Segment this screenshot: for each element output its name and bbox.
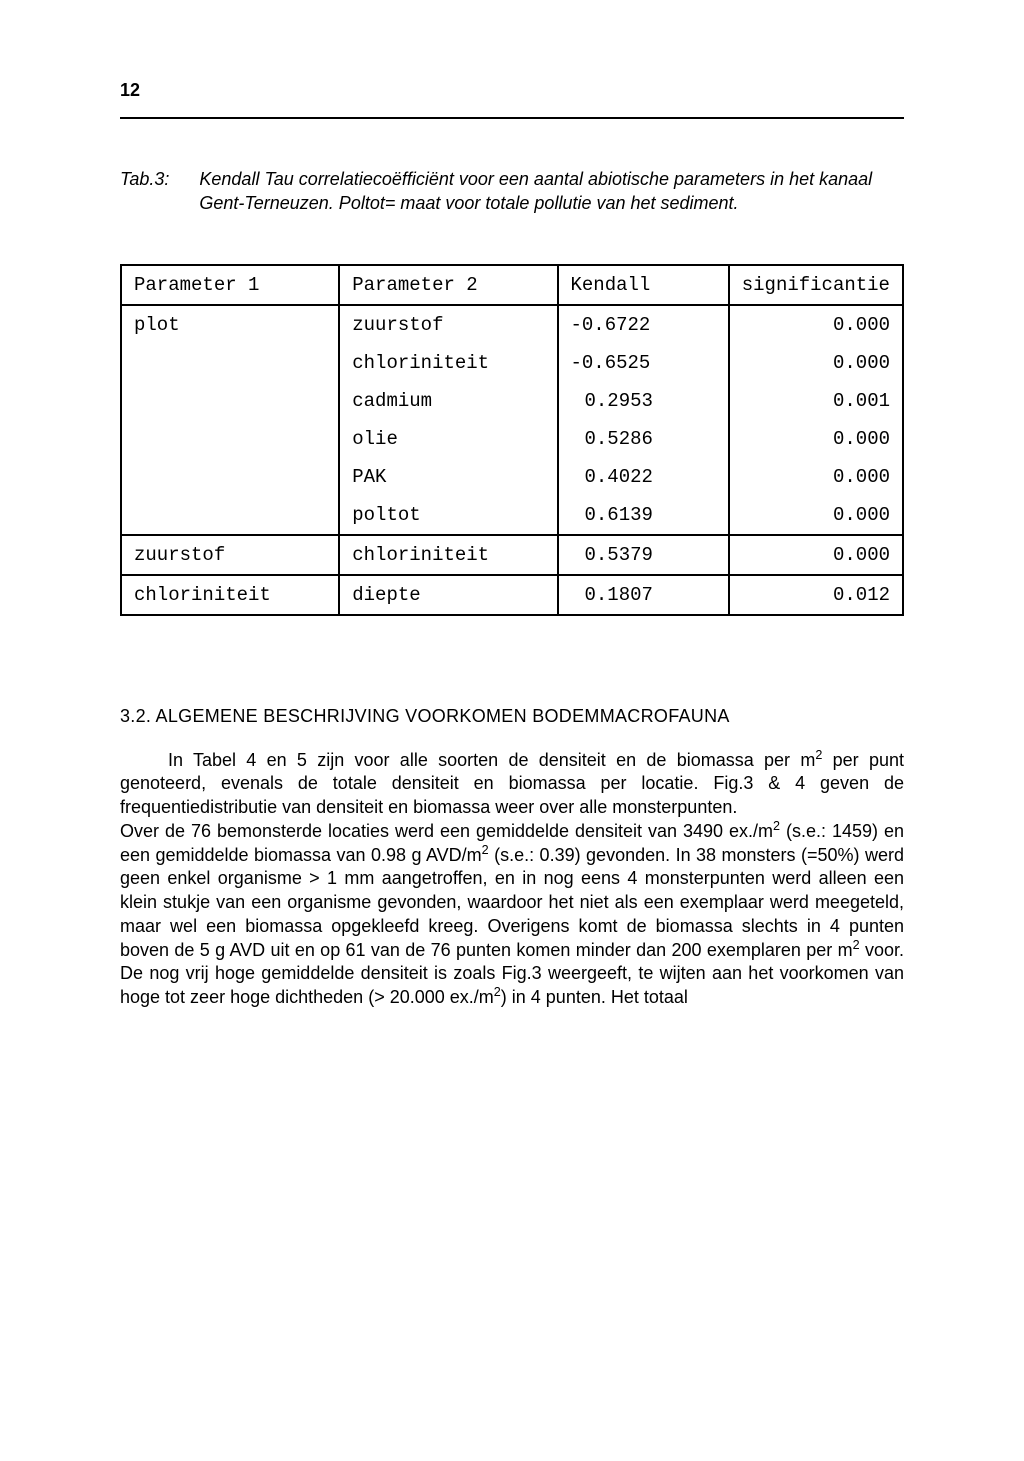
cell-sig: 0.000 xyxy=(729,344,903,382)
cell-param2: zuurstof xyxy=(339,305,557,344)
cell-kendall: 0.4022 xyxy=(558,458,729,496)
cell-kendall: 0.2953 xyxy=(558,382,729,420)
cell-param1: plot xyxy=(121,305,339,535)
cell-param2: olie xyxy=(339,420,557,458)
cell-kendall: 0.5379 xyxy=(558,535,729,575)
caption-label: Tab.3: xyxy=(120,167,169,216)
cell-kendall: 0.1807 xyxy=(558,575,729,615)
cell-sig: 0.000 xyxy=(729,458,903,496)
text-fragment: In Tabel 4 en 5 zijn voor alle soorten d… xyxy=(168,750,815,770)
cell-sig: 0.012 xyxy=(729,575,903,615)
header-param1: Parameter 1 xyxy=(121,265,339,305)
cell-sig: 0.000 xyxy=(729,535,903,575)
superscript: 2 xyxy=(773,819,780,833)
cell-sig: 0.000 xyxy=(729,496,903,535)
superscript: 2 xyxy=(853,938,860,952)
cell-sig: 0.000 xyxy=(729,420,903,458)
cell-param2: diepte xyxy=(339,575,557,615)
header-sig: significantie xyxy=(729,265,903,305)
body-paragraph: In Tabel 4 en 5 zijn voor alle soorten d… xyxy=(120,749,904,1010)
cell-kendall: 0.5286 xyxy=(558,420,729,458)
cell-param2: cadmium xyxy=(339,382,557,420)
section-heading: 3.2. ALGEMENE BESCHRIJVING VOORKOMEN BOD… xyxy=(120,706,904,727)
cell-sig: 0.000 xyxy=(729,305,903,344)
header-kendall: Kendall xyxy=(558,265,729,305)
text-fragment: Over de 76 bemonsterde locaties werd een… xyxy=(120,821,773,841)
superscript: 2 xyxy=(482,843,489,857)
cell-kendall: -0.6722 xyxy=(558,305,729,344)
cell-sig: 0.001 xyxy=(729,382,903,420)
cell-param2: poltot xyxy=(339,496,557,535)
superscript: 2 xyxy=(494,985,501,999)
cell-param2: chloriniteit xyxy=(339,535,557,575)
cell-kendall: 0.6139 xyxy=(558,496,729,535)
table-row: plot zuurstof -0.6722 0.000 xyxy=(121,305,903,344)
cell-param2: PAK xyxy=(339,458,557,496)
page-number: 12 xyxy=(120,80,904,101)
page-root: 12 Tab.3: Kendall Tau correlatiecoëffici… xyxy=(0,0,1024,1070)
table-row: chloriniteit diepte 0.1807 0.012 xyxy=(121,575,903,615)
header-param2: Parameter 2 xyxy=(339,265,557,305)
caption-text: Kendall Tau correlatiecoëfficiënt voor e… xyxy=(199,167,904,216)
table-caption: Tab.3: Kendall Tau correlatiecoëfficiënt… xyxy=(120,167,904,216)
table-row: zuurstof chloriniteit 0.5379 0.000 xyxy=(121,535,903,575)
cell-param2: chloriniteit xyxy=(339,344,557,382)
cell-kendall: -0.6525 xyxy=(558,344,729,382)
top-horizontal-rule xyxy=(120,117,904,119)
text-span: In Tabel 4 en 5 zijn voor alle soorten d… xyxy=(120,749,904,820)
cell-param1: chloriniteit xyxy=(121,575,339,615)
table-header-row: Parameter 1 Parameter 2 Kendall signific… xyxy=(121,265,903,305)
text-fragment: ) in 4 punten. Het totaal xyxy=(501,987,688,1007)
cell-param1: zuurstof xyxy=(121,535,339,575)
kendall-table: Parameter 1 Parameter 2 Kendall signific… xyxy=(120,264,904,616)
